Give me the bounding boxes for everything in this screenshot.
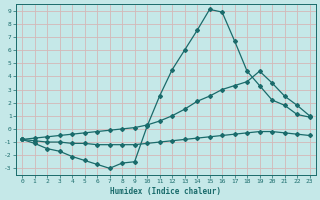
X-axis label: Humidex (Indice chaleur): Humidex (Indice chaleur) <box>110 187 221 196</box>
